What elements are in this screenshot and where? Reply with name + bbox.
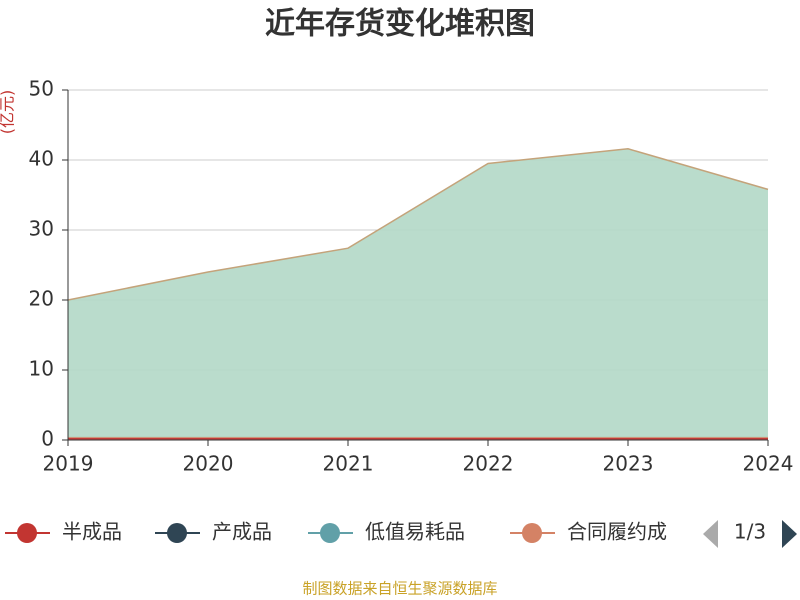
legend-marker xyxy=(167,523,187,543)
area-line xyxy=(67,148,769,301)
x-tick-label: 2019 xyxy=(43,452,94,476)
x-tick-label: 2022 xyxy=(463,452,514,476)
legend-label: 低值易耗品 xyxy=(365,520,465,544)
legend-marker xyxy=(320,523,340,543)
chart-title: 近年存货变化堆积图 xyxy=(265,7,535,42)
x-tick-label: 2023 xyxy=(603,452,654,476)
area-fill xyxy=(68,148,768,438)
x-tick-label: 2021 xyxy=(323,452,374,476)
legend-label: 半成品 xyxy=(62,520,122,544)
y-tick-label: 40 xyxy=(29,147,54,171)
y-tick-label: 0 xyxy=(41,427,54,451)
y-tick-label: 50 xyxy=(29,77,54,101)
y-tick-label: 20 xyxy=(29,287,54,311)
legend-marker xyxy=(522,523,542,543)
legend-prev[interactable] xyxy=(703,520,718,548)
legend-label: 合同履约成 xyxy=(567,520,667,544)
legend-next[interactable] xyxy=(782,520,797,548)
y-tick-label: 10 xyxy=(29,357,54,381)
y-axis-label: (亿元) xyxy=(0,90,17,135)
y-tick-label: 30 xyxy=(29,217,54,241)
x-tick-label: 2020 xyxy=(183,452,234,476)
x-tick-label: 2024 xyxy=(743,452,794,476)
legend-marker xyxy=(17,523,37,543)
source-note: 制图数据来自恒生聚源数据库 xyxy=(302,580,497,598)
legend-page: 1/3 xyxy=(734,520,766,544)
legend-label: 产成品 xyxy=(212,520,272,544)
